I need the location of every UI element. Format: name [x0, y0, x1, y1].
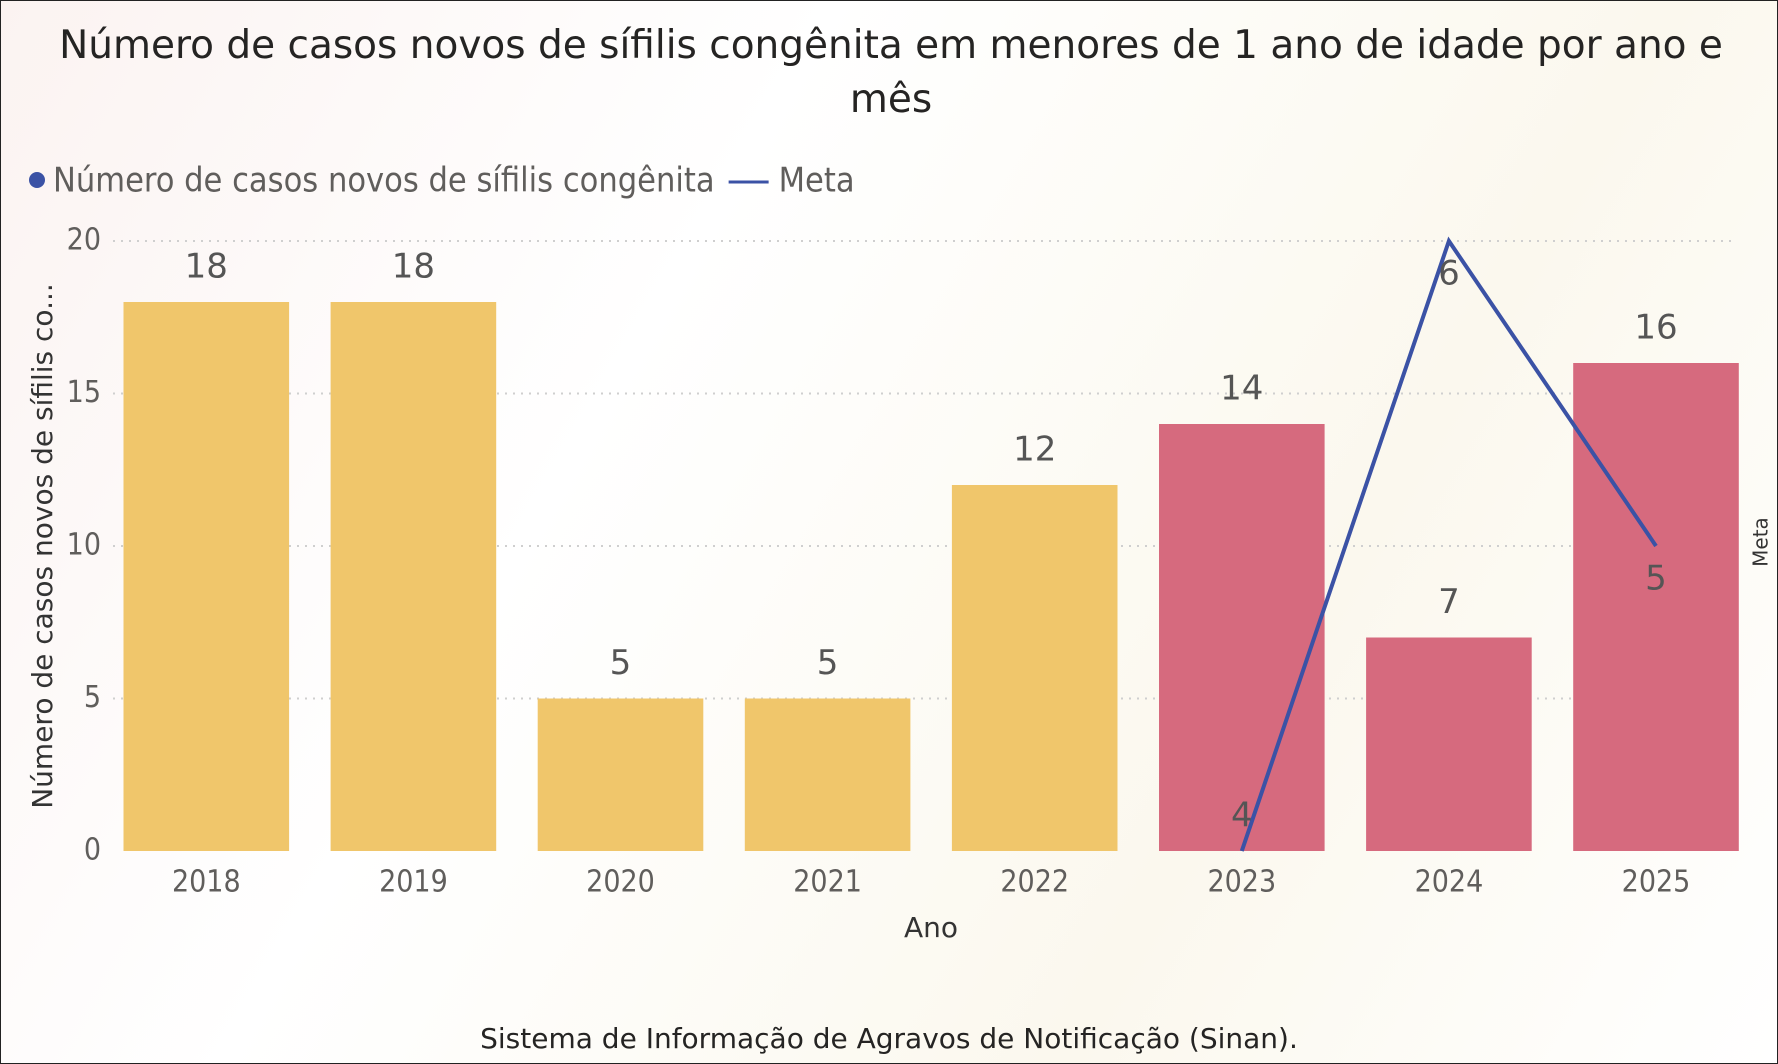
data-label: 7 [1438, 582, 1460, 622]
data-label: 12 [1013, 430, 1056, 470]
y-axis-title: Número de casos novos de sífilis co... [26, 283, 59, 809]
legend-swatch [29, 172, 45, 188]
bar [537, 698, 704, 851]
bar [744, 698, 911, 851]
data-label: 5 [610, 643, 632, 683]
line [1239, 236, 1658, 852]
bar [1573, 363, 1739, 851]
x-tick-label: 2024 [1415, 865, 1484, 900]
bar [1366, 637, 1532, 851]
data-label: 18 [185, 247, 228, 287]
x-tick-label: 2018 [172, 865, 241, 900]
data-label: 14 [1220, 369, 1263, 409]
chart-title: Número de casos novos de sífilis congêni… [59, 23, 1723, 122]
x-tick-label: 2025 [1622, 865, 1691, 900]
x-tick-label: 2022 [1000, 865, 1069, 900]
y-tick-label: 15 [67, 375, 101, 410]
bar [123, 302, 290, 851]
data-label: 5 [817, 643, 839, 683]
x-axis-title: Ano [904, 911, 958, 944]
data-label: 4 [1231, 796, 1253, 836]
bar [951, 485, 1118, 851]
y-tick-label: 0 [84, 833, 101, 868]
footer: Sistema de Informação de Agravos de Noti… [480, 1022, 1298, 1055]
y-tick-label: 5 [84, 680, 101, 715]
data-label: 6 [1438, 254, 1460, 294]
legend-label: Meta [779, 161, 855, 201]
y-tick-label: 10 [67, 528, 101, 563]
data-label: 16 [1634, 308, 1677, 348]
data-label: 5 [1645, 559, 1667, 599]
x-tick-label: 2019 [379, 865, 448, 900]
data-label: 18 [392, 247, 435, 287]
bar [330, 302, 497, 851]
bar [1159, 424, 1325, 851]
y2-axis-title: Meta [1749, 517, 1773, 567]
y-tick-label: 20 [67, 223, 101, 258]
legend-label: Número de casos novos de sífilis congêni… [53, 161, 715, 201]
x-tick-label: 2023 [1207, 865, 1276, 900]
x-tick-label: 2020 [586, 865, 655, 900]
x-tick-label: 2021 [793, 865, 862, 900]
